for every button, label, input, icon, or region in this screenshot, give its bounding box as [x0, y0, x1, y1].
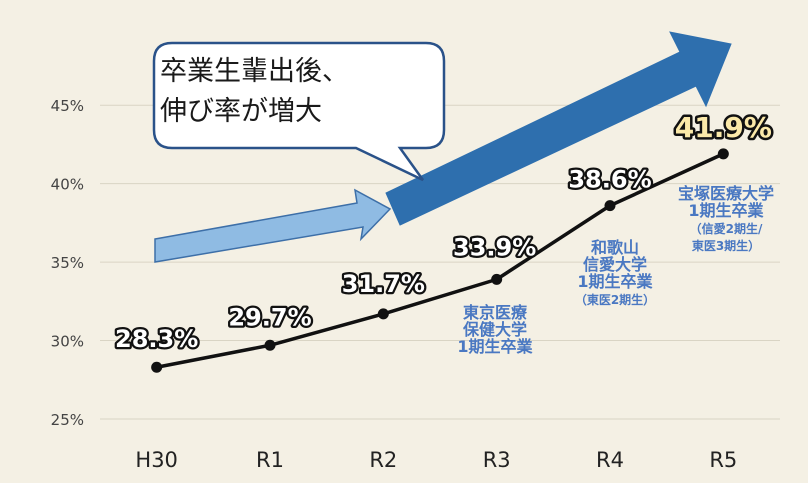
annotation-line: 保健大学: [462, 320, 527, 339]
x-tick-label: R5: [709, 448, 737, 472]
series-line: [156, 152, 725, 369]
y-tick-label: 35%: [51, 254, 84, 272]
x-tick-label: H30: [135, 448, 178, 472]
callout-line-2: 伸び率が増大: [160, 96, 322, 127]
data-label: 41.9%: [675, 111, 772, 144]
y-tick-label: 30%: [51, 333, 84, 351]
data-point: [377, 308, 389, 320]
annotation-line: 和歌山: [591, 238, 639, 257]
x-tick-label: R2: [369, 448, 397, 472]
data-points: [151, 148, 729, 373]
annotation-line: 1期生卒業: [577, 272, 653, 291]
callout-text: 卒業生輩出後、 伸び率が増大: [160, 52, 440, 132]
annotation-line: 東京医療: [463, 303, 528, 322]
annotation-line: （信愛2期生/: [690, 221, 763, 236]
x-tick-label: R1: [256, 448, 284, 472]
big-trend-arrow: [385, 31, 732, 226]
y-axis-ticks: 25% 30% 35% 40% 45%: [51, 97, 84, 429]
data-point: [491, 273, 503, 285]
data-point: [151, 361, 163, 373]
data-point: [604, 200, 616, 212]
annotation-line: 宝塚医療大学: [678, 184, 774, 203]
annotation-line: 1期生卒業: [688, 201, 764, 220]
y-tick-label: 45%: [51, 97, 84, 115]
annotation-line: （東医2期生）: [575, 292, 655, 307]
data-labels: 28.3% 29.7% 31.7% 33.9% 38.6% 41.9%: [113, 108, 775, 355]
small-trend-arrow: [154, 188, 392, 263]
callout-line-1: 卒業生輩出後、: [160, 56, 349, 87]
data-label: 38.6%: [568, 166, 651, 194]
x-tick-label: R3: [483, 448, 511, 472]
data-label: 28.3%: [115, 325, 198, 353]
x-axis-ticks: H30 R1 R2 R3 R4 R5: [135, 448, 737, 472]
y-tick-label: 25%: [51, 411, 84, 429]
data-point: [264, 339, 276, 351]
annotation-line: 東医3期生）: [692, 238, 760, 253]
data-label: 29.7%: [228, 303, 311, 331]
x-tick-label: R4: [596, 448, 624, 472]
y-tick-label: 40%: [51, 176, 84, 194]
annotation-line: 1期生卒業: [457, 337, 533, 356]
annotation-line: 信愛大学: [583, 255, 647, 274]
data-label: 31.7%: [342, 270, 425, 298]
data-label: 33.9%: [453, 233, 536, 261]
annotations: 東京医療保健大学1期生卒業和歌山信愛大学1期生卒業（東医2期生）宝塚医療大学1期…: [457, 184, 774, 356]
data-point: [717, 148, 729, 160]
speech-bubble: [152, 41, 446, 182]
